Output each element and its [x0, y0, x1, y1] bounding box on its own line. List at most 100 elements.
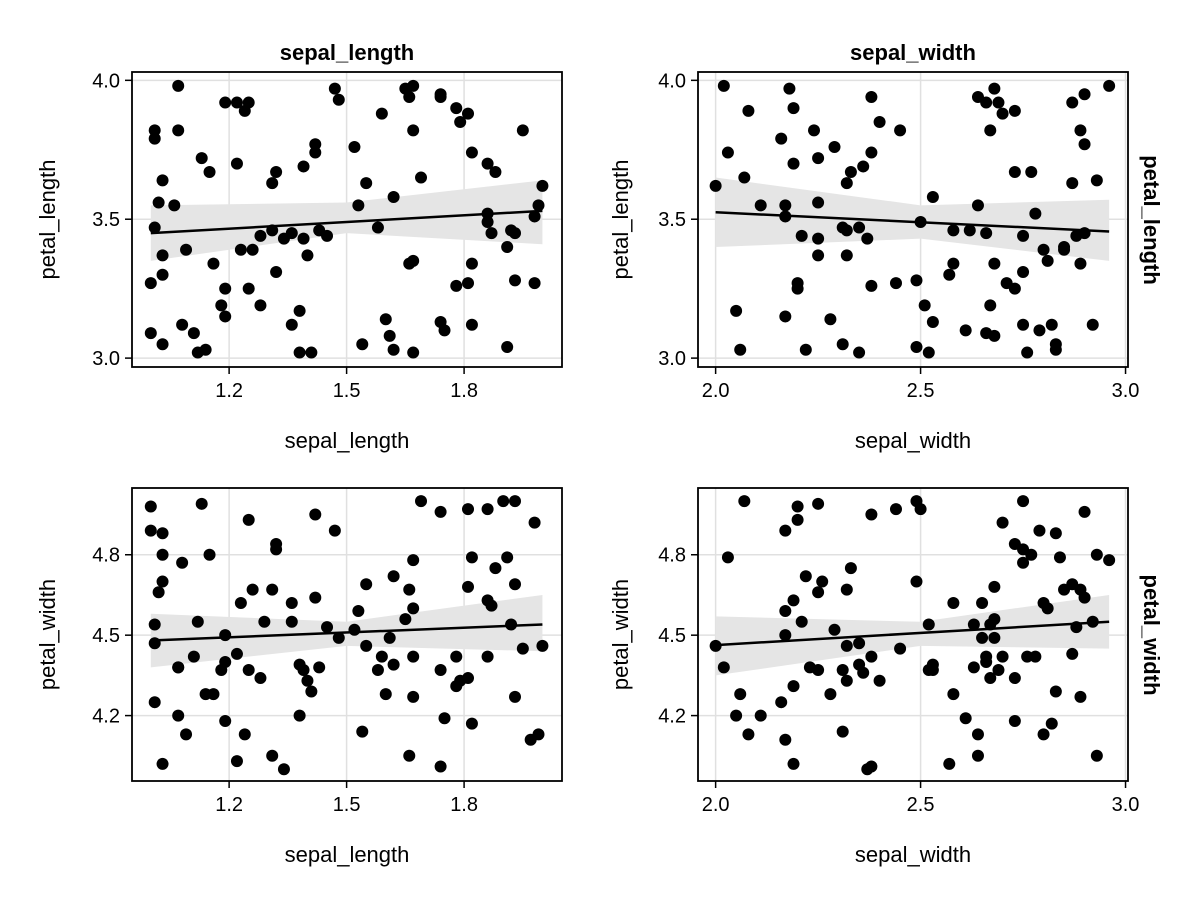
data-point — [836, 338, 849, 351]
y-tick-label: 3.0 — [658, 348, 686, 370]
data-point — [836, 725, 849, 738]
data-point — [1008, 714, 1021, 727]
data-point — [779, 199, 792, 212]
data-point — [438, 712, 451, 725]
data-point — [172, 661, 185, 674]
confidence-band — [150, 594, 543, 668]
data-point — [270, 166, 283, 178]
x-axis-label: sepal_width — [855, 428, 971, 453]
data-point — [297, 160, 310, 173]
data-point — [910, 575, 923, 588]
data-point — [980, 96, 993, 109]
panel-4: 2.0 2.5 3.0 4.2 4.5 4.8 sepal_width petal_width — [608, 487, 1140, 867]
data-point — [415, 495, 428, 508]
data-point — [348, 141, 361, 153]
y-tick-label: 3.0 — [92, 348, 120, 370]
data-point — [926, 316, 939, 328]
data-point — [742, 728, 755, 741]
data-point — [840, 249, 853, 262]
data-point — [144, 524, 157, 537]
data-point — [853, 346, 866, 359]
data-point — [709, 639, 722, 652]
data-point — [407, 79, 420, 92]
data-point — [195, 152, 208, 165]
data-point — [1090, 548, 1103, 561]
data-point — [1074, 124, 1087, 137]
data-point — [489, 562, 502, 575]
data-point — [450, 102, 463, 115]
data-point — [963, 224, 976, 237]
data-point — [1033, 324, 1046, 337]
column-title-sepal-length: sepal_length — [280, 40, 414, 65]
data-point — [203, 548, 216, 561]
data-point — [305, 685, 318, 698]
data-point — [1078, 505, 1091, 518]
data-point — [234, 243, 247, 256]
data-point — [865, 279, 878, 292]
data-point — [717, 661, 730, 674]
data-point — [301, 674, 314, 687]
data-point — [528, 210, 541, 223]
x-tick-label: 3.0 — [1112, 794, 1140, 816]
data-point — [207, 688, 220, 701]
data-point — [219, 282, 232, 295]
data-point — [840, 583, 853, 596]
data-point — [857, 160, 870, 173]
data-point — [356, 338, 369, 351]
data-point — [943, 757, 956, 770]
data-point — [509, 227, 522, 240]
data-point — [242, 513, 255, 526]
data-point — [967, 618, 980, 631]
data-point — [481, 503, 494, 516]
data-point — [254, 229, 267, 242]
data-point — [266, 177, 279, 190]
data-point — [438, 324, 451, 337]
data-point — [176, 318, 189, 331]
data-point — [187, 327, 200, 340]
data-point — [840, 177, 853, 190]
data-point — [450, 279, 463, 292]
data-point — [738, 171, 751, 184]
data-point — [230, 647, 243, 660]
data-point — [808, 124, 821, 137]
data-point — [277, 763, 290, 776]
data-point — [434, 760, 447, 773]
y-tick-label: 4.5 — [658, 625, 686, 647]
data-point — [465, 146, 478, 159]
data-point — [730, 709, 743, 722]
x-axis-label: sepal_length — [285, 428, 410, 453]
data-point — [988, 257, 1001, 270]
data-point — [148, 696, 161, 709]
y-tick-label: 4.0 — [658, 70, 686, 92]
data-point — [332, 93, 345, 106]
data-point — [489, 166, 502, 178]
data-point — [465, 551, 478, 564]
data-point — [485, 599, 498, 612]
data-point — [795, 229, 808, 242]
data-point — [1066, 647, 1079, 660]
data-point — [1041, 254, 1054, 267]
confidence-band — [715, 594, 1110, 676]
data-point — [836, 664, 849, 677]
data-point — [828, 623, 841, 636]
data-point — [865, 146, 878, 159]
data-point — [959, 712, 972, 725]
data-point — [462, 107, 475, 120]
x-tick-label: 2.0 — [702, 380, 730, 402]
data-point — [779, 524, 792, 537]
confidence-band — [150, 180, 543, 261]
data-point — [1008, 672, 1021, 685]
data-point — [156, 268, 169, 281]
data-point — [791, 282, 804, 295]
data-point — [894, 124, 907, 137]
data-point — [709, 179, 722, 192]
data-point — [532, 199, 545, 212]
data-point — [721, 551, 734, 564]
data-point — [1058, 243, 1071, 256]
data-point — [779, 310, 792, 323]
data-point — [1074, 690, 1087, 703]
data-point — [234, 597, 247, 610]
data-point — [980, 227, 993, 240]
data-point — [959, 324, 972, 337]
regression-line — [715, 620, 1110, 647]
